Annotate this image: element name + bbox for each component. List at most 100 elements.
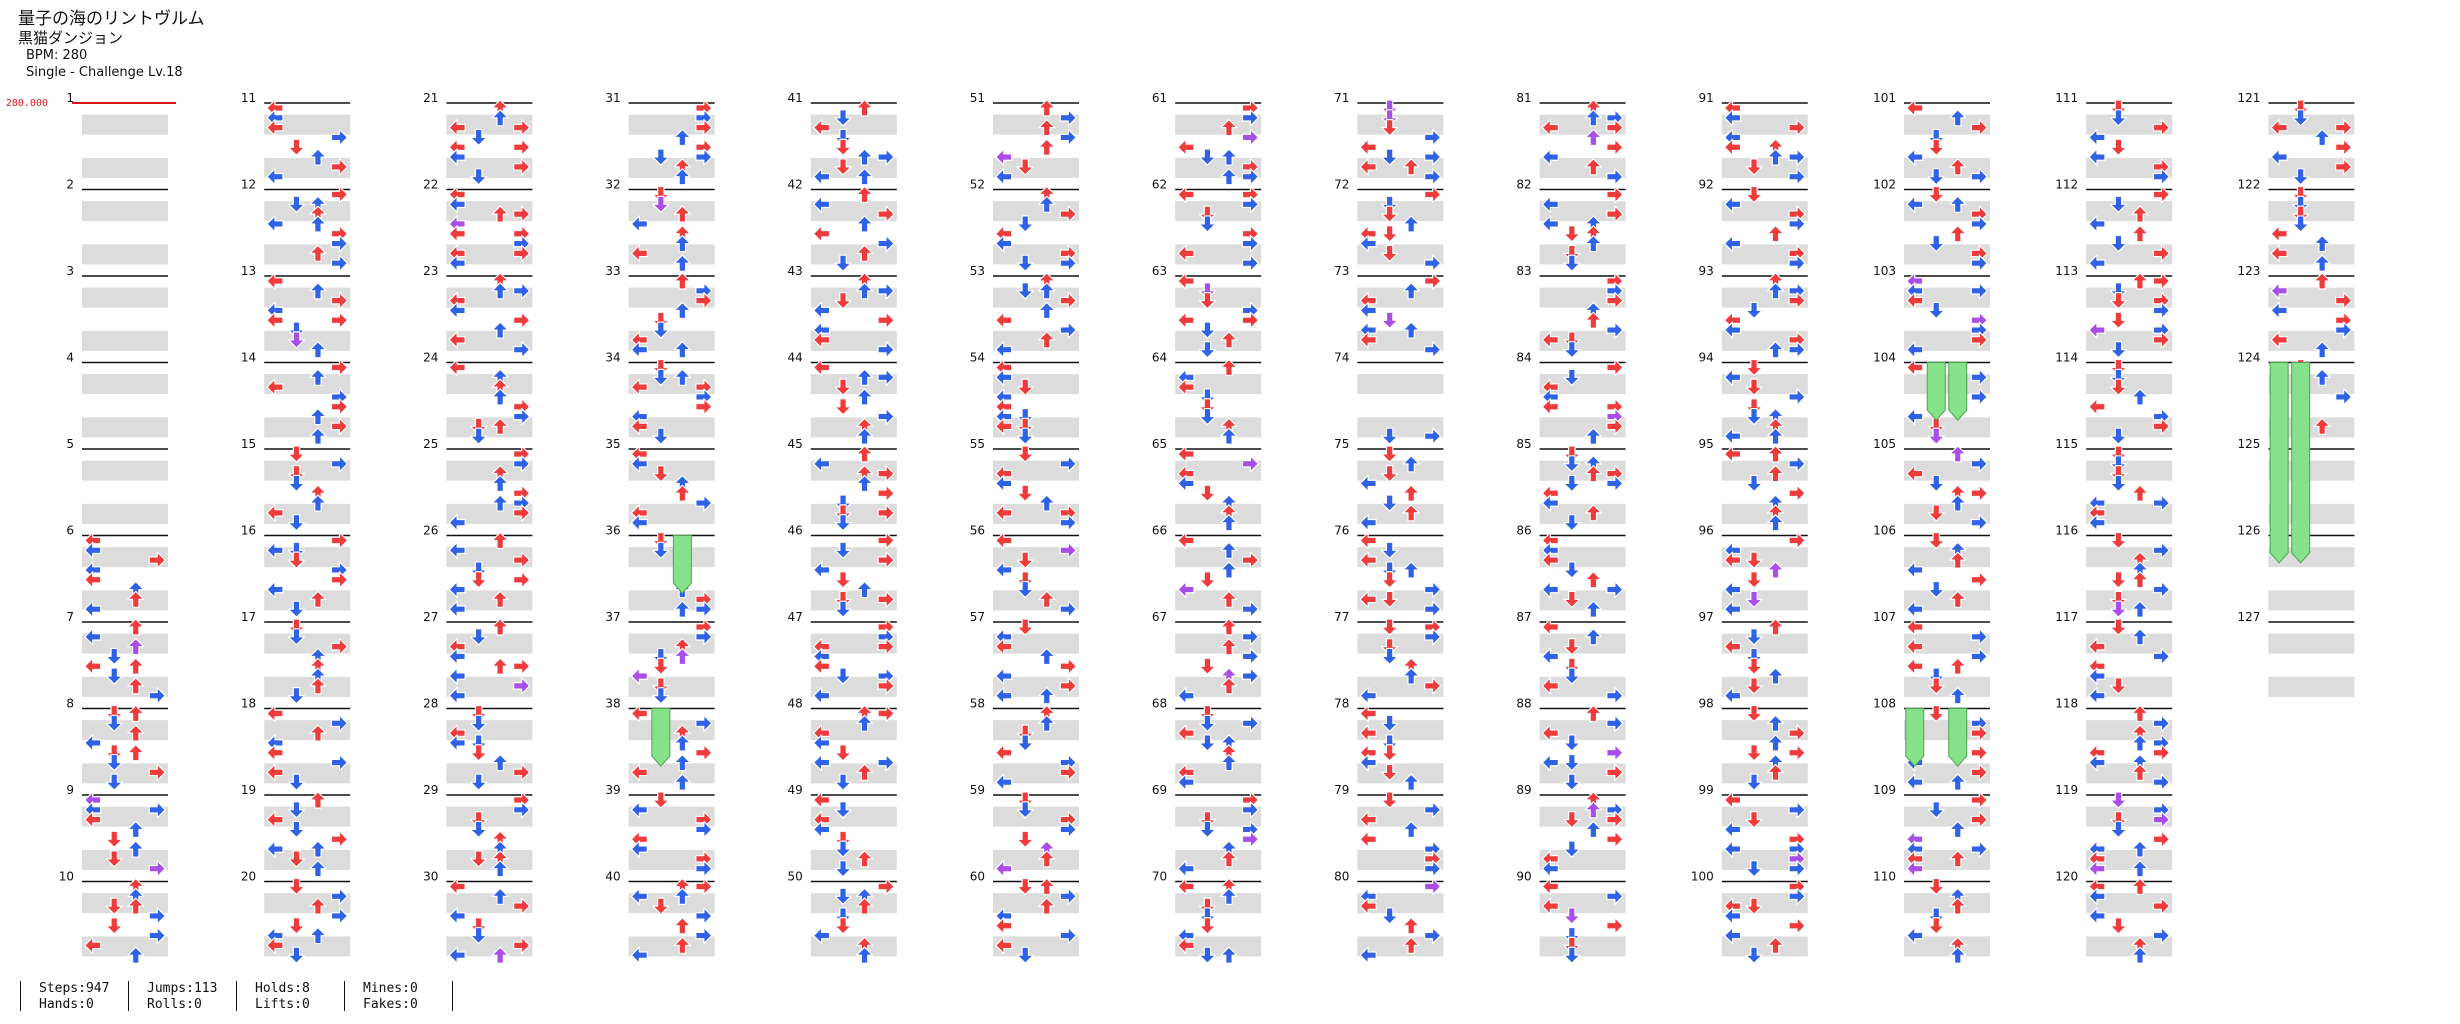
- mines-count: Mines:0: [363, 981, 418, 996]
- left-arrow-icon: [266, 311, 284, 329]
- measure-67: 67: [1152, 610, 1262, 705]
- right-arrow-icon: [1788, 917, 1806, 935]
- up-arrow-icon: [127, 657, 145, 675]
- down-arrow-icon: [1745, 657, 1763, 675]
- measure-number: 69: [1152, 783, 1167, 797]
- measure-band: [993, 547, 1079, 568]
- measure-number: 101: [1873, 91, 1896, 105]
- measure-number: 93: [1699, 264, 1714, 278]
- measure-126: 126: [2237, 524, 2355, 611]
- stats-group-mines: Mines:0 Fakes:0: [344, 981, 449, 1012]
- down-arrow-icon: [834, 571, 852, 589]
- measure-band: [264, 244, 351, 265]
- measure-85: 85: [1516, 437, 1626, 532]
- measure-11: 11: [241, 91, 351, 186]
- measure-band: [1357, 330, 1444, 351]
- measure-band: [1721, 806, 1808, 827]
- measure-band: [446, 633, 533, 654]
- measure-number: 41: [788, 91, 803, 105]
- measure-band: [628, 460, 715, 481]
- measure-band: [1539, 633, 1626, 654]
- measure-number: 116: [2055, 524, 2078, 538]
- measure-band: [628, 806, 715, 827]
- measure-band: [1721, 849, 1808, 870]
- measure-band: [1721, 460, 1808, 481]
- measure-number: 4: [66, 351, 74, 365]
- measure-band: [1357, 157, 1444, 178]
- measure-number: 74: [1334, 351, 1349, 365]
- measure-12: 12: [241, 178, 351, 272]
- measure-band: [446, 547, 533, 568]
- up-arrow-icon: [673, 484, 691, 502]
- measure-81: 81: [1516, 91, 1626, 186]
- measure-band: [264, 547, 351, 568]
- measure-number: 75: [1334, 437, 1349, 451]
- measure-band: [2086, 590, 2173, 611]
- measure-number: 62: [1152, 178, 1167, 192]
- measure-band: [446, 893, 533, 914]
- measure-band: [446, 157, 533, 178]
- right-arrow-icon: [1606, 830, 1624, 848]
- measure-band: [1357, 547, 1444, 568]
- measure-56: 56: [970, 524, 1079, 618]
- measure-number: 86: [1516, 524, 1531, 538]
- song-artist: 黒猫ダンジョン: [18, 29, 124, 47]
- left-arrow-icon: [2270, 225, 2288, 243]
- measure-109: 109: [1873, 783, 1990, 878]
- down-arrow-icon: [2109, 311, 2128, 329]
- measure-band: [264, 374, 351, 395]
- measure-91: 91: [1699, 91, 1808, 186]
- measure-99: 99: [1699, 783, 1808, 878]
- measure-33: 33: [605, 264, 715, 359]
- measure-number: 98: [1699, 697, 1714, 711]
- measure-13: 13: [241, 264, 351, 359]
- measure-band: [1357, 417, 1444, 438]
- measure-band: [82, 417, 168, 438]
- up-arrow-icon: [1584, 571, 1602, 589]
- measure-94: 94: [1699, 351, 1808, 445]
- measure-band: [1357, 806, 1444, 827]
- down-arrow-icon: [1016, 830, 1034, 848]
- measure-number: 44: [788, 351, 803, 365]
- measure-band: [1904, 849, 1990, 870]
- measure-number: 32: [605, 178, 620, 192]
- measure-4: 4: [66, 351, 168, 438]
- measure-band: [1175, 460, 1262, 481]
- measure-band: [446, 460, 533, 481]
- measure-band: [810, 244, 897, 265]
- measure-107: 107: [1873, 610, 1990, 705]
- measure-5: 5: [66, 437, 168, 524]
- measure-90: 90: [1516, 870, 1626, 964]
- measure-band: [628, 676, 715, 697]
- measure-band: [1175, 114, 1262, 135]
- measure-number: 51: [970, 91, 985, 105]
- right-arrow-icon: [1788, 744, 1806, 762]
- up-arrow-icon: [1402, 484, 1420, 502]
- measure-band: [1539, 503, 1626, 524]
- measure-band: [82, 374, 168, 395]
- measure-band: [264, 936, 351, 957]
- measure-number: 58: [970, 697, 985, 711]
- measure-number: 108: [1873, 697, 1896, 711]
- measure-number: 21: [423, 91, 438, 105]
- measure-band: [82, 547, 168, 568]
- measure-number: 125: [2237, 437, 2260, 451]
- measure-51: 51: [970, 91, 1079, 186]
- measure-band: [2268, 503, 2355, 524]
- measure-band: [2268, 201, 2355, 222]
- measure-band: [1904, 417, 1990, 438]
- measure-number: 38: [605, 697, 620, 711]
- measure-band: [446, 720, 533, 741]
- left-arrow-icon: [1359, 138, 1377, 156]
- measure-band: [1175, 806, 1262, 827]
- right-arrow-icon: [877, 311, 895, 329]
- measure-band: [993, 201, 1079, 222]
- measure-band: [2086, 460, 2173, 481]
- left-arrow-icon: [2088, 398, 2106, 416]
- measure-36: 36: [605, 524, 715, 618]
- hold-freeze-icon: [1926, 362, 1946, 421]
- measure-87: 87: [1516, 610, 1626, 705]
- measure-number: 63: [1152, 264, 1167, 278]
- measure-band: [1539, 547, 1626, 568]
- measure-number: 126: [2237, 524, 2260, 538]
